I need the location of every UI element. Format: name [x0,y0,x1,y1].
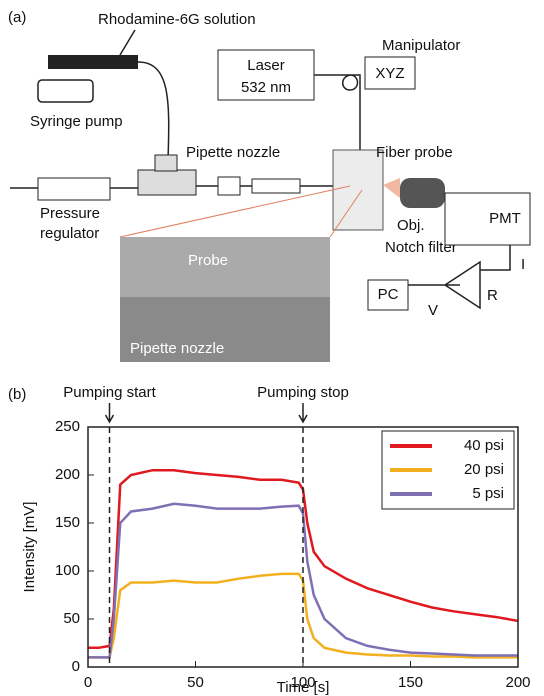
syringe [48,55,138,69]
chart: (b) 0 50 100 150 200 250 0 50 100 150 200 Time [s] In… [8,384,531,696]
xyz-box [364,56,416,90]
label: Probe [188,252,228,269]
label: Manipulator [382,37,460,54]
legend-label: 20 psi [464,461,504,478]
panel-label: (b) [8,386,26,403]
regulator [37,177,111,201]
y-tick-label: 200 [55,466,80,483]
annotation-arrow [298,403,308,424]
label: regulator [40,225,99,242]
label: Pipette nozzle [186,144,280,161]
label: V [428,302,438,319]
label: I [521,256,525,273]
x-tick-label: 200 [505,674,530,691]
label: Rhodamine-6G solution [98,11,256,28]
x-tick-label: 150 [398,674,423,691]
x-tick-label: 0 [84,674,92,691]
annotation: Pumping start [63,384,156,401]
label: Fiber probe [376,144,453,161]
diagram: (a) Rhodamine-6G solution Syringe pump P… [8,9,531,362]
label: Obj. [397,217,425,234]
x-axis-label: Time [s] [277,679,330,696]
fitting [251,178,301,194]
x-tick-label: 100 [290,674,315,691]
label: Laser [247,57,285,74]
pump-body [37,79,94,103]
legend-label: 40 psi [464,437,504,454]
y-tick-label: 50 [63,610,80,627]
pc-box [367,279,409,311]
plot-frame [87,426,519,668]
chamber [332,149,384,231]
t-junction [137,169,197,196]
zoom-line [119,185,351,238]
inset-image [120,237,330,297]
annotation-arrow [104,403,115,424]
label: Notch filter [385,239,457,256]
label: XYZ [375,65,404,82]
y-tick-label: 100 [55,562,80,579]
y-tick-label: 150 [55,514,80,531]
series-line [88,502,518,659]
label: Pressure [40,205,100,222]
y-tick-label: 250 [55,418,80,435]
y-axis-label: Intensity [mV] [21,502,38,593]
label: R [487,287,498,304]
leader [119,29,136,56]
objective [400,178,445,208]
tube [137,61,170,161]
fiber [314,74,361,185]
label: Pipette nozzle [130,340,224,357]
legend-label: 5 psi [472,485,504,502]
label: PMT [489,210,521,227]
series-line [88,468,519,650]
panel-label: (a) [8,9,26,26]
fitting [217,176,241,196]
amplifier [408,245,511,310]
beam [383,178,400,198]
pmt-box [444,192,531,246]
t-junction [154,154,178,172]
label: 532 nm [241,79,291,96]
laser-box [217,49,315,101]
zoom-line [329,189,363,238]
series-line [88,572,518,659]
y-tick-label: 0 [72,658,80,675]
x-tick-label: 50 [187,674,204,691]
label: Syringe pump [30,113,123,130]
annotation: Pumping stop [257,384,349,401]
label: PC [378,286,399,303]
